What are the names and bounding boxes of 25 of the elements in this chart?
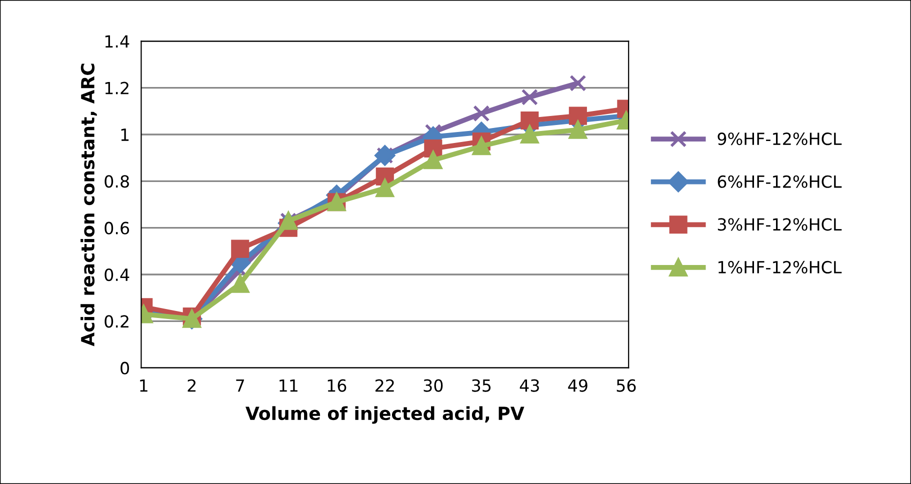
x-tick-label: 2 bbox=[188, 379, 196, 392]
legend-label: 1%HF-12%HCL bbox=[718, 260, 842, 274]
x-tick-label: 16 bbox=[328, 379, 346, 392]
x-tick-label: 7 bbox=[236, 379, 244, 392]
x-axis-title: Volume of injected acid, PV bbox=[246, 406, 524, 424]
y-tick-label: 0.2 bbox=[104, 315, 128, 328]
x-tick-label: 11 bbox=[280, 379, 298, 392]
y-tick-label: 0.4 bbox=[104, 268, 130, 282]
x-tick-label: 49 bbox=[568, 379, 588, 392]
y-tick-label: 0.6 bbox=[104, 222, 130, 234]
y-tick-label: 0.8 bbox=[104, 175, 129, 188]
legend-label: 9%HF-12%HCL bbox=[718, 132, 842, 146]
y-axis-title: Acid reaction constant, ARC bbox=[80, 64, 97, 346]
x-tick-label: 30 bbox=[424, 379, 443, 392]
y-tick-label: 1.2 bbox=[105, 82, 128, 94]
x-tick-label: 43 bbox=[520, 379, 539, 392]
x-tick-label: 22 bbox=[376, 379, 394, 392]
x-tick-label: 1 bbox=[140, 379, 148, 392]
x-tick-label: 35 bbox=[472, 379, 491, 392]
y-tick-label: 1 bbox=[121, 128, 129, 141]
x-tick-label: 56 bbox=[616, 379, 636, 392]
y-tick-label: 0 bbox=[120, 362, 129, 374]
legend-label: 3%HF-12%HCL bbox=[718, 218, 842, 231]
legend-label: 6%HF-12%HCL bbox=[718, 175, 842, 188]
y-tick-label: 1.4 bbox=[105, 35, 130, 48]
